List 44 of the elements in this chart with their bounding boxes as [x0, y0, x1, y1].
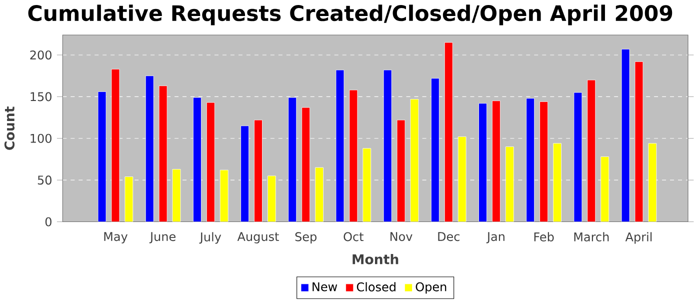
bar — [540, 102, 548, 222]
y-tick-label: 150 — [30, 92, 52, 102]
x-tick-label: Jan — [486, 232, 504, 244]
bar — [478, 103, 487, 222]
bar — [240, 126, 249, 222]
bar — [193, 97, 202, 222]
legend-label: New — [312, 282, 338, 292]
bar — [268, 176, 276, 222]
y-axis-title: Count — [4, 106, 15, 150]
bar — [492, 100, 500, 222]
bar — [315, 168, 324, 222]
y-tick-label: 0 — [45, 217, 52, 226]
bar — [302, 107, 310, 222]
chart-title: Cumulative Requests Created/Closed/Open April 2009 — [28, 4, 672, 26]
bar — [206, 102, 215, 222]
x-tick-label: Feb — [534, 232, 554, 242]
bar — [587, 80, 596, 222]
bar — [600, 156, 610, 222]
x-tick-label: Nov — [390, 232, 412, 242]
bar — [553, 143, 562, 222]
x-axis-title: Month — [352, 254, 398, 264]
x-tick-label: August — [237, 232, 279, 244]
x-tick-label: June — [149, 232, 176, 244]
y-tick-label: 50 — [38, 176, 52, 185]
x-tick-label: Sep — [295, 232, 316, 244]
x-tick-label: Dec — [438, 232, 460, 242]
x-tick-label: July — [199, 232, 222, 244]
bar — [288, 97, 297, 222]
legend-label: Closed — [356, 282, 396, 292]
x-tick-label: May — [104, 232, 128, 244]
bar — [505, 146, 514, 222]
y-tick-label: 100 — [30, 134, 52, 144]
bar — [145, 76, 154, 222]
x-tick-label: April — [625, 232, 652, 244]
x-tick-label: Oct — [344, 232, 364, 242]
bar — [220, 170, 228, 222]
bar — [430, 78, 440, 222]
bar — [526, 98, 535, 222]
legend-label: Open — [416, 282, 446, 294]
bar — [362, 148, 372, 222]
bar — [444, 42, 453, 222]
bar — [254, 120, 262, 222]
y-tick-label: 200 — [30, 50, 52, 60]
x-tick-label: March — [574, 232, 609, 242]
